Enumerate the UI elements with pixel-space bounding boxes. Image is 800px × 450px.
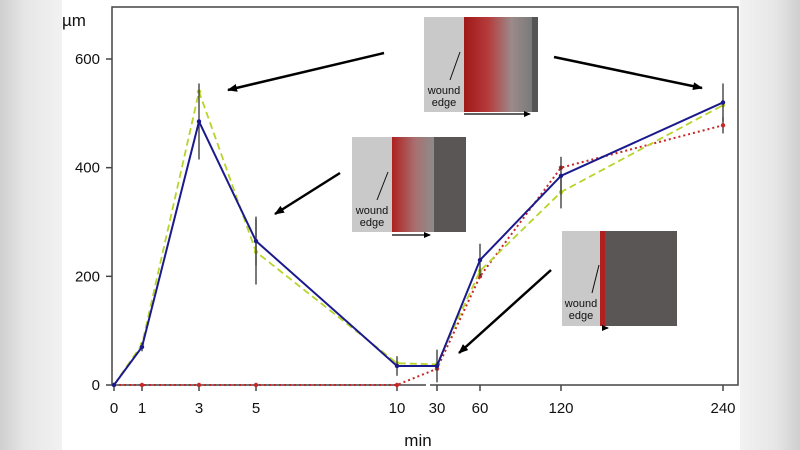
y-tick-label-200: 200 bbox=[75, 268, 100, 285]
y-axis-title: µm bbox=[62, 11, 86, 30]
data-point-red-dotted-5 bbox=[253, 382, 259, 388]
x-axis-title: min bbox=[404, 431, 431, 450]
data-point-blue-solid-10 bbox=[394, 363, 400, 369]
arrow-to-5min bbox=[274, 171, 341, 216]
data-point-blue-solid-60 bbox=[477, 257, 483, 263]
data-point-blue-solid-240 bbox=[720, 100, 726, 105]
inset-2-gradient bbox=[392, 137, 434, 232]
x-tick-label-10: 10 bbox=[389, 400, 406, 417]
arrow-to-240min bbox=[553, 55, 703, 91]
series-layer bbox=[111, 83, 726, 388]
x-tick-label-60: 60 bbox=[472, 400, 489, 417]
data-point-blue-solid-120 bbox=[558, 173, 564, 179]
inset-1-gradient bbox=[464, 17, 532, 112]
inset-1-label-line1: wound bbox=[427, 85, 460, 97]
data-point-red-dotted-1 bbox=[139, 382, 145, 388]
data-point-red-dotted-10 bbox=[394, 382, 400, 388]
inset-3-unwounded bbox=[562, 231, 600, 326]
x-tick-label-120: 120 bbox=[548, 400, 573, 417]
inset-1-unwounded bbox=[424, 17, 464, 112]
y-tick-label-600: 600 bbox=[75, 51, 100, 68]
data-point-blue-solid-5 bbox=[253, 238, 259, 244]
data-point-red-dotted-3 bbox=[196, 382, 202, 388]
data-point-blue-solid-3 bbox=[196, 119, 202, 124]
inset-2-dark-band bbox=[434, 137, 466, 232]
arrow-to-30min bbox=[458, 269, 552, 354]
inset-3-pointer bbox=[591, 264, 600, 294]
x-tick-label-5: 5 bbox=[252, 400, 260, 417]
inset-3-label-line1: wound bbox=[564, 298, 597, 310]
inset-image-1: wound edge bbox=[424, 17, 538, 117]
chart-figure: µm min 0 200 400 600 0 1 3 5 10 30 60 120 240 wound… bbox=[62, 0, 740, 450]
x-tick-label-3: 3 bbox=[195, 400, 203, 417]
data-point-blue-solid-30 bbox=[434, 363, 440, 369]
y-tick-label-0: 0 bbox=[92, 377, 100, 394]
y-tick-label-400: 400 bbox=[75, 160, 100, 177]
inset-1-dark-band bbox=[532, 17, 538, 112]
x-tick-label-1: 1 bbox=[138, 400, 146, 417]
data-point-red-dotted-240 bbox=[720, 123, 726, 128]
chart-svg: µm min 0 200 400 600 0 1 3 5 10 30 60 120 240 wound… bbox=[62, 6, 739, 450]
inset-2-label-line2: edge bbox=[360, 217, 384, 229]
left-blur-border bbox=[0, 0, 62, 450]
inset-2-pointer bbox=[376, 171, 389, 201]
series-line-red-dotted bbox=[114, 124, 724, 386]
x-tick-label-30: 30 bbox=[429, 400, 446, 417]
inset-image-2: wound edge bbox=[352, 137, 466, 238]
inset-2-label-line1: wound bbox=[355, 205, 388, 217]
x-ticks: 0 1 3 5 10 30 60 120 240 bbox=[110, 378, 736, 417]
inset-1-pointer bbox=[449, 51, 461, 81]
data-point-blue-solid-1 bbox=[139, 344, 145, 350]
right-blur-border bbox=[740, 0, 800, 450]
inset-image-3: wound edge bbox=[562, 231, 677, 331]
x-tick-label-240: 240 bbox=[710, 400, 735, 417]
inset-1-label-line2: edge bbox=[432, 97, 456, 109]
inset-3-red-line bbox=[600, 231, 605, 326]
series-line-yellow-dashed bbox=[113, 88, 724, 386]
inset-3-label-line2: edge bbox=[569, 310, 593, 322]
inset-2-unwounded bbox=[352, 137, 392, 232]
y-ticks: 0 200 400 600 bbox=[75, 51, 112, 394]
inset-3-dark-band bbox=[605, 231, 677, 326]
arrow-to-peak bbox=[227, 51, 385, 92]
x-tick-label-0: 0 bbox=[110, 400, 118, 417]
data-point-blue-solid-0 bbox=[111, 382, 117, 388]
plot-frame bbox=[111, 6, 739, 386]
